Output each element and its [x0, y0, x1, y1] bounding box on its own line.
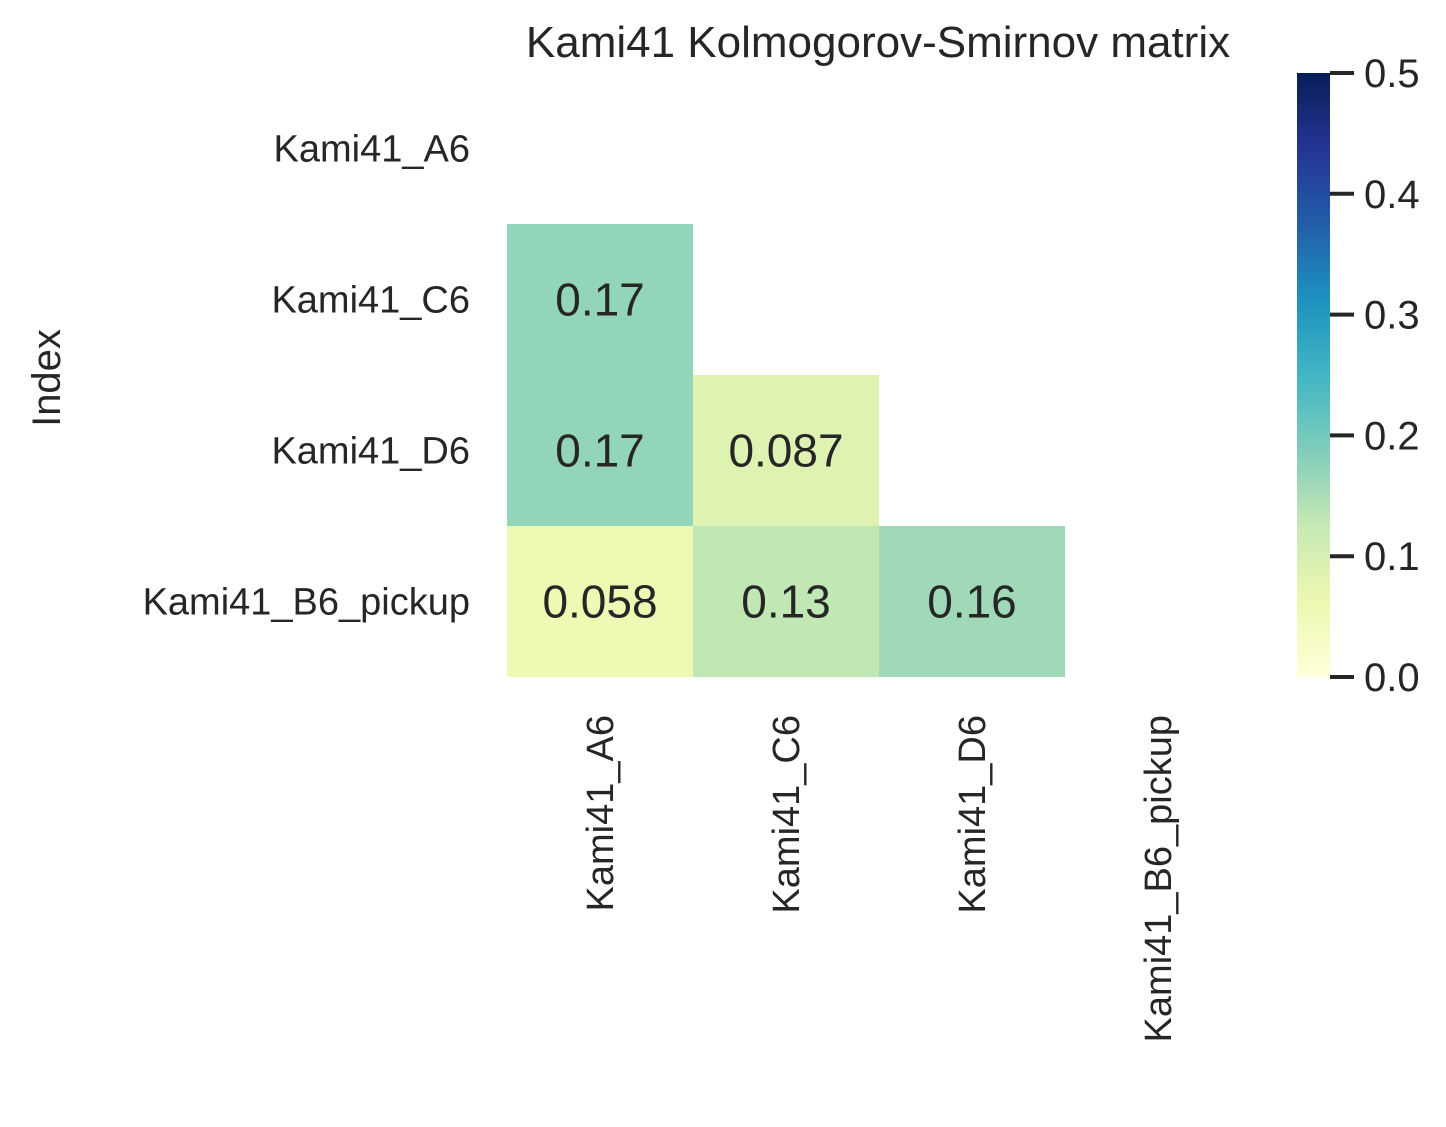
colorbar-tick-label: 0.2 — [1364, 414, 1420, 458]
chart-title: Kami41 Kolmogorov-Smirnov matrix — [526, 18, 1230, 67]
heatmap-cell — [507, 526, 693, 677]
cell-value-label: 0.17 — [555, 425, 645, 477]
cell-value-label: 0.058 — [542, 576, 657, 628]
row-tick-label: Kami41_C6 — [271, 280, 470, 322]
row-tick-label: Kami41_A6 — [274, 129, 470, 171]
colorbar-tick-label: 0.5 — [1364, 52, 1420, 96]
column-tick-label: Kami41_A6 — [580, 715, 622, 911]
cell-value-label: 0.087 — [728, 425, 843, 477]
heatmap-cell — [507, 224, 693, 375]
column-tick-label: Kami41_B6_pickup — [1138, 715, 1180, 1042]
y-axis-label: Index — [25, 329, 69, 427]
heatmap-cells: 0.17 0.17 0.087 0.058 0.13 0.16 — [507, 224, 1065, 677]
row-tick-labels: Kami41_A6 Kami41_C6 Kami41_D6 Kami41_B6_pic… — [143, 129, 470, 624]
column-tick-labels: Kami41_A6 Kami41_C6 Kami41_D6 Kami41_B6_pic… — [580, 715, 1180, 1042]
colorbar-tick-label: 0.1 — [1364, 535, 1420, 579]
colorbar-tick-label: 0.4 — [1364, 173, 1420, 217]
heatmap-cell — [507, 375, 693, 526]
colorbar-tick-label: 0.3 — [1364, 294, 1420, 338]
cell-value-label: 0.13 — [741, 576, 831, 628]
row-tick-label: Kami41_D6 — [271, 431, 470, 473]
column-tick-label: Kami41_C6 — [766, 715, 808, 914]
cell-value-label: 0.16 — [927, 576, 1017, 628]
row-tick-label: Kami41_B6_pickup — [143, 582, 470, 624]
colorbar-tick-label: 0.0 — [1364, 656, 1420, 700]
colorbar-gradient — [1297, 73, 1330, 677]
heatmap-cell — [693, 526, 879, 677]
colorbar-ticks: 0.0 0.1 0.2 0.3 0.4 0.5 — [1330, 52, 1420, 700]
colorbar: 0.0 0.1 0.2 0.3 0.4 0.5 — [1297, 52, 1420, 700]
cell-value-label: 0.17 — [555, 274, 645, 326]
column-tick-label: Kami41_D6 — [952, 715, 994, 914]
heatmap-cell — [879, 526, 1065, 677]
heatmap-cell — [693, 375, 879, 526]
